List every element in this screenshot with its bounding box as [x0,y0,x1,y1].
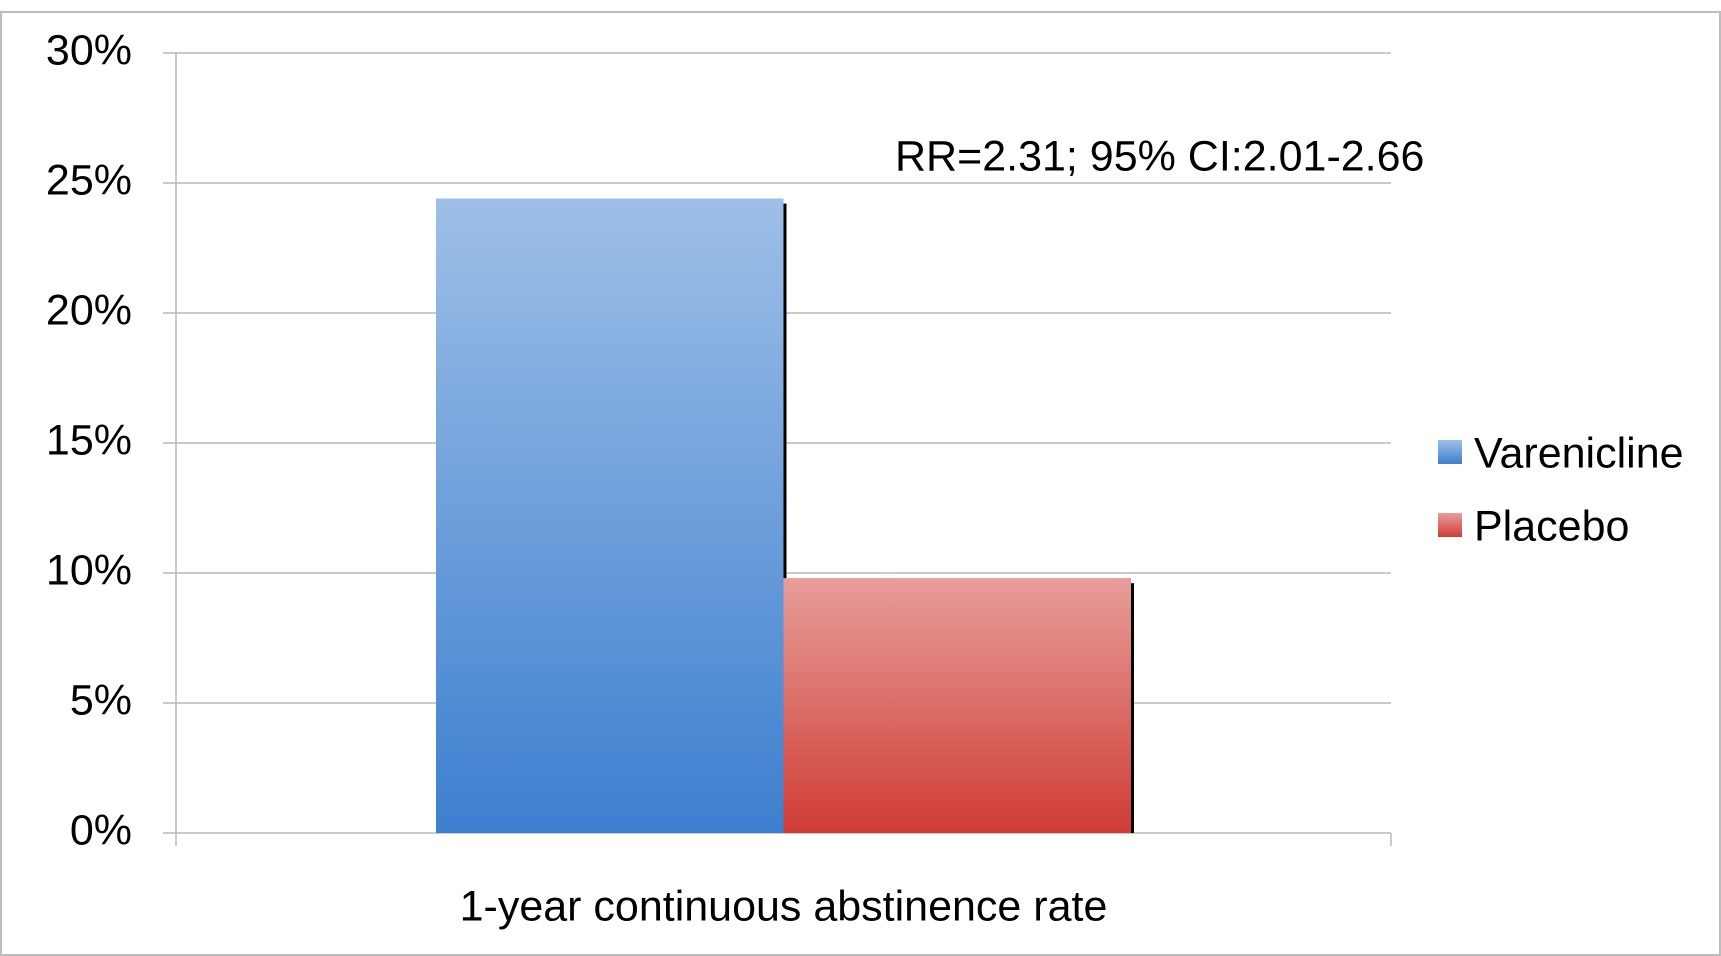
bar-shine [783,578,1131,833]
x-tick-label: 1-year continuous abstinence rate [460,882,1108,930]
y-tick-label: 15% [46,416,132,464]
bar-shadow [782,203,787,834]
legend-label: Placebo [1474,502,1629,550]
legend-label: Varenicline [1474,429,1684,477]
bar-shadow [1129,583,1134,833]
y-tick-label: 10% [46,546,132,594]
frame [0,11,1721,956]
legend-swatch-shine [1438,513,1462,537]
annotation: RR=2.31; 95% CI:2.01-2.66 [895,132,1424,180]
bar-shine [436,198,784,834]
y-tick-label: 5% [70,676,132,724]
legend-swatch-shine [1438,440,1462,464]
y-tick-label: 30% [46,26,132,74]
y-tick-label: 25% [46,156,132,204]
y-tick-label: 0% [70,806,132,854]
y-tick-label: 20% [46,286,132,334]
